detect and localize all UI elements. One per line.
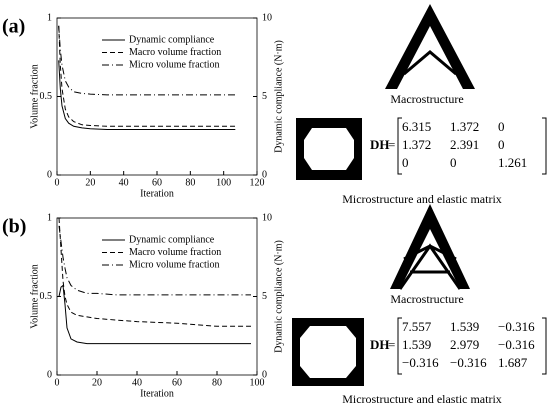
series-line [58, 225, 251, 296]
matrix-bracket [397, 117, 547, 175]
macro-image [383, 2, 477, 91]
x-tick-label: 20 [92, 377, 102, 388]
x-tick-label: 20 [85, 177, 95, 188]
matrix-cell: −0.316 [402, 355, 439, 370]
matrix-cell: 1.372 [450, 119, 479, 134]
macro-caption: Macrostructure [390, 292, 463, 306]
equals-sign: = [388, 337, 395, 352]
x-axis-label: Iteration [140, 388, 174, 399]
macro-caption: Macrostructure [390, 92, 463, 106]
y2-axis-label: Dynamic compliance (N·m) [273, 40, 284, 153]
legend-label: Micro volume fraction [129, 259, 220, 270]
y-tick-label: 0 [47, 369, 52, 380]
micro-caption: Microstructure and elastic matrix [342, 392, 502, 406]
matrix-cell: 0 [402, 155, 409, 170]
micro-caption: Microstructure and elastic matrix [342, 192, 502, 206]
series-line [58, 217, 251, 327]
micro-image [292, 318, 364, 386]
legend-label: Macro volume fraction [129, 247, 221, 258]
y-tick-label: 1 [47, 212, 52, 223]
x-tick-label: 60 [152, 177, 162, 188]
series-line [58, 60, 236, 130]
matrix-cell: 0 [498, 137, 505, 152]
y2-tick-label: 10 [262, 12, 272, 23]
matrix-cell: 0 [450, 155, 457, 170]
y2-tick-label: 10 [262, 212, 272, 223]
matrix-cell: 1.687 [498, 355, 528, 370]
matrix-cell: 7.557 [402, 319, 432, 334]
matrix-cell: −0.316 [498, 337, 535, 352]
y-axis-label: Volume fraction [29, 264, 40, 329]
x-axis-label: Iteration [140, 188, 174, 199]
y2-tick-label: 0 [262, 169, 267, 180]
matrix-cell: 2.391 [450, 137, 479, 152]
y2-tick-label: 5 [262, 291, 267, 302]
legend-label: Macro volume fraction [129, 47, 221, 58]
y2-tick-label: 5 [262, 91, 267, 102]
matrix-bracket [397, 317, 547, 375]
matrix-cell: 1.539 [450, 319, 479, 334]
matrix-name: DH [370, 337, 390, 352]
y2-axis-label: Dynamic compliance (N·m) [273, 240, 284, 353]
panel-label: (b) [2, 216, 26, 238]
micro-image [296, 118, 362, 180]
y-axis-label: Volume fraction [29, 64, 40, 129]
x-tick-label: 40 [132, 377, 142, 388]
series-line [58, 25, 236, 127]
y2-tick-label: 0 [262, 369, 267, 380]
legend-label: Micro volume fraction [129, 59, 220, 70]
x-tick-label: 100 [250, 377, 265, 388]
matrix-cell: 1.539 [402, 337, 431, 352]
x-tick-label: 120 [250, 177, 265, 188]
matrix-cell: 1.261 [498, 155, 527, 170]
x-tick-label: 0 [55, 177, 60, 188]
x-tick-label: 40 [119, 177, 129, 188]
matrix-cell: 1.372 [402, 137, 431, 152]
legend-label: Dynamic compliance [129, 34, 215, 45]
y-tick-label: 0 [47, 169, 52, 180]
x-tick-label: 80 [212, 377, 222, 388]
matrix-cell: −0.316 [450, 355, 487, 370]
y-tick-label: 1 [47, 12, 52, 23]
x-tick-label: 100 [216, 177, 231, 188]
matrix-cell: −0.316 [498, 319, 535, 334]
x-tick-label: 80 [185, 177, 195, 188]
matrix-cell: 0 [498, 119, 505, 134]
x-tick-label: 0 [55, 377, 60, 388]
matrix-name: DH [370, 137, 390, 152]
y-tick-label: 0.5 [40, 291, 53, 302]
equals-sign: = [388, 137, 395, 152]
x-tick-label: 60 [172, 377, 182, 388]
matrix-cell: 2.979 [450, 337, 479, 352]
panel-label: (a) [2, 16, 25, 38]
series-line [58, 284, 251, 345]
legend-label: Dynamic compliance [129, 234, 215, 245]
macro-image [388, 202, 472, 291]
y-tick-label: 0.5 [40, 91, 53, 102]
matrix-cell: 6.315 [402, 119, 431, 134]
